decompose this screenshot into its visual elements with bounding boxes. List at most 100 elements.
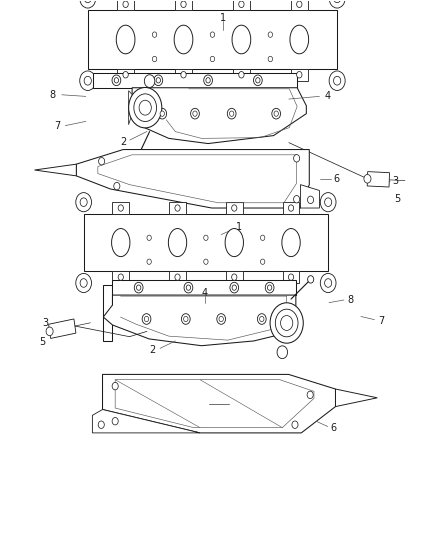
Circle shape	[261, 259, 265, 264]
Polygon shape	[88, 10, 337, 69]
Circle shape	[307, 391, 313, 399]
Polygon shape	[175, 69, 192, 80]
Ellipse shape	[112, 229, 130, 256]
Polygon shape	[102, 374, 336, 433]
Text: 2: 2	[121, 136, 127, 147]
Circle shape	[288, 274, 293, 280]
Circle shape	[293, 196, 300, 203]
Circle shape	[147, 235, 151, 240]
Text: 2: 2	[149, 345, 156, 356]
Circle shape	[268, 32, 272, 37]
Circle shape	[297, 1, 302, 7]
Circle shape	[152, 56, 157, 62]
Polygon shape	[76, 150, 309, 208]
Circle shape	[239, 1, 244, 7]
Circle shape	[288, 205, 293, 211]
Polygon shape	[283, 271, 299, 283]
Circle shape	[118, 274, 124, 280]
Circle shape	[181, 314, 190, 324]
Text: 3: 3	[392, 176, 398, 187]
Circle shape	[142, 314, 151, 324]
Circle shape	[80, 71, 96, 91]
Circle shape	[272, 108, 281, 119]
Polygon shape	[300, 184, 319, 208]
Circle shape	[219, 317, 223, 321]
Polygon shape	[226, 202, 243, 214]
Circle shape	[134, 282, 143, 293]
Circle shape	[123, 1, 128, 7]
Polygon shape	[132, 88, 306, 143]
Circle shape	[156, 78, 160, 83]
Text: 7: 7	[378, 316, 385, 326]
Circle shape	[297, 71, 302, 78]
Polygon shape	[117, 69, 134, 80]
Circle shape	[145, 317, 149, 321]
Polygon shape	[175, 0, 192, 10]
Circle shape	[307, 276, 314, 283]
Circle shape	[84, 0, 92, 3]
Circle shape	[270, 303, 303, 343]
Circle shape	[325, 198, 332, 206]
Polygon shape	[169, 271, 186, 283]
Text: 1: 1	[236, 222, 242, 232]
Circle shape	[261, 235, 265, 240]
Text: 4: 4	[202, 288, 208, 298]
Circle shape	[232, 205, 237, 211]
Polygon shape	[35, 164, 76, 176]
Circle shape	[80, 0, 96, 8]
Circle shape	[158, 108, 166, 119]
Circle shape	[80, 198, 87, 206]
Circle shape	[232, 285, 237, 290]
Circle shape	[160, 111, 164, 116]
Circle shape	[230, 282, 239, 293]
Circle shape	[46, 327, 53, 336]
Polygon shape	[117, 0, 134, 10]
Circle shape	[239, 71, 244, 78]
Circle shape	[204, 259, 208, 264]
Polygon shape	[336, 389, 377, 407]
Text: 6: 6	[330, 423, 336, 433]
Circle shape	[99, 158, 105, 165]
Polygon shape	[226, 271, 243, 283]
Circle shape	[118, 205, 124, 211]
Circle shape	[123, 71, 128, 78]
Circle shape	[129, 165, 135, 173]
Circle shape	[152, 32, 157, 37]
Circle shape	[268, 56, 272, 62]
Circle shape	[232, 274, 237, 280]
Text: 4: 4	[324, 91, 330, 101]
Text: 5: 5	[39, 337, 46, 347]
Circle shape	[292, 421, 298, 429]
Text: 1: 1	[220, 13, 226, 23]
Circle shape	[184, 282, 193, 293]
Polygon shape	[84, 214, 328, 271]
Circle shape	[281, 316, 293, 330]
Circle shape	[186, 285, 191, 290]
Circle shape	[265, 282, 274, 293]
Circle shape	[114, 182, 120, 190]
Circle shape	[334, 76, 341, 85]
Circle shape	[112, 75, 121, 86]
Circle shape	[210, 56, 215, 62]
Circle shape	[80, 279, 87, 287]
Circle shape	[181, 71, 186, 78]
Text: 8: 8	[49, 90, 55, 100]
Polygon shape	[113, 202, 129, 214]
Polygon shape	[92, 409, 200, 433]
Ellipse shape	[232, 25, 251, 54]
Circle shape	[204, 75, 212, 86]
Circle shape	[274, 111, 279, 116]
Polygon shape	[103, 295, 300, 346]
Polygon shape	[233, 0, 250, 10]
Circle shape	[268, 285, 272, 290]
Polygon shape	[93, 73, 297, 88]
Text: 5: 5	[394, 194, 400, 204]
Circle shape	[277, 346, 288, 359]
Circle shape	[364, 174, 371, 183]
Polygon shape	[103, 285, 113, 341]
Polygon shape	[49, 319, 76, 338]
Polygon shape	[113, 271, 129, 283]
Ellipse shape	[282, 229, 300, 256]
Circle shape	[98, 421, 104, 429]
Circle shape	[147, 259, 151, 264]
